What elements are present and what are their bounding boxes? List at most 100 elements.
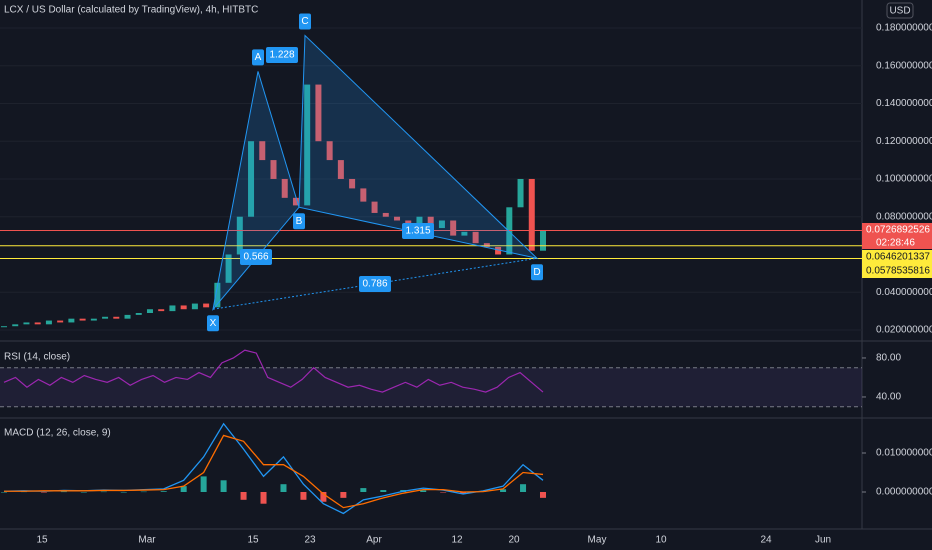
macd-histogram-bar — [40, 492, 47, 493]
candle — [214, 282, 221, 308]
macd-histogram-bar — [200, 476, 207, 493]
macd-histogram-bar — [180, 486, 187, 493]
macd-histogram-bar — [300, 492, 307, 500]
candle — [495, 246, 502, 255]
price-tag — [862, 264, 932, 278]
candle — [169, 305, 176, 312]
macd-title: MACD (12, 26, close, 9) — [4, 428, 111, 439]
candle — [517, 178, 524, 208]
macd-histogram-bar — [440, 492, 447, 493]
x-tick-label: May — [588, 535, 607, 546]
rsi-tick-label: 40.00 — [876, 392, 901, 403]
candle — [45, 320, 52, 325]
macd-histogram-bar — [80, 492, 87, 493]
pattern-point-label: A — [255, 52, 262, 63]
pattern-point-label: C — [301, 16, 308, 27]
pattern-point-label: X — [210, 318, 217, 329]
countdown-tag — [862, 236, 932, 249]
candle — [281, 178, 288, 198]
pattern-xd — [212, 257, 538, 310]
candle — [34, 322, 41, 325]
pattern-point — [299, 13, 311, 30]
candle — [146, 309, 153, 314]
candle — [180, 305, 187, 310]
macd-histogram-bar — [520, 484, 527, 493]
macd-histogram-bar — [540, 492, 546, 498]
macd-histogram-bar — [280, 484, 287, 493]
x-tick-label: Jun — [815, 535, 831, 546]
x-tick-label: 24 — [760, 535, 772, 546]
ratio-label: 1.315 — [405, 226, 430, 237]
macd-histogram-bar — [1, 492, 7, 493]
pattern-point — [207, 315, 219, 332]
candle — [416, 216, 423, 225]
rsi-title: RSI (14, close) — [4, 352, 70, 363]
x-tick-label: Mar — [138, 535, 156, 546]
price-tag-label: 0.0646201337 — [866, 252, 930, 263]
x-tick-label: 20 — [508, 535, 520, 546]
candle — [1, 326, 7, 328]
pattern-point-label: D — [533, 267, 540, 278]
candle — [90, 318, 97, 321]
macd-line — [4, 434, 544, 509]
rsi-line — [3, 349, 544, 393]
x-tick-label: 15 — [247, 535, 259, 546]
macd-histogram-bar — [120, 492, 127, 493]
countdown: 02:28:46 — [876, 238, 915, 249]
candle — [528, 178, 535, 251]
x-tick-label: Apr — [366, 535, 382, 546]
candle — [304, 84, 311, 206]
pattern-point-label: B — [296, 216, 303, 227]
candle — [349, 178, 356, 189]
currency: USD — [889, 6, 910, 17]
macd-histogram-bar — [360, 488, 367, 493]
pattern-point — [531, 264, 543, 281]
candle — [472, 231, 479, 244]
x-tick-label: 12 — [451, 535, 463, 546]
ratio-box — [359, 276, 391, 292]
macd-histogram-bar — [240, 492, 247, 500]
candle — [191, 303, 198, 310]
price-tag — [862, 223, 932, 237]
ratio-label: 1.228 — [269, 50, 294, 61]
macd-histogram-bar — [260, 492, 267, 504]
price-tag-label: 0.0726892526 — [866, 225, 930, 236]
macd-histogram-bar — [380, 490, 387, 493]
chart-title: LCX / US Dollar (calculated by TradingVi… — [4, 5, 258, 16]
candle — [68, 318, 75, 323]
macd-histogram-bar — [460, 492, 467, 494]
candle — [292, 197, 299, 206]
candle — [12, 324, 19, 327]
candle — [236, 216, 243, 255]
ratio-label: 0.786 — [362, 279, 387, 290]
candle — [135, 313, 142, 315]
macd-histogram-bar — [220, 480, 227, 493]
macd-tick-label: 0.0100000000 — [876, 448, 932, 459]
macd-histogram-bar — [60, 491, 67, 493]
candle — [124, 314, 131, 319]
candle — [113, 316, 120, 319]
macd-histogram-bar — [500, 489, 507, 493]
ratio-box — [266, 47, 298, 63]
candle — [259, 141, 266, 161]
y-tick-label: 0.1800000000 — [876, 23, 932, 34]
rsi-band — [0, 367, 862, 407]
price-tag — [862, 250, 932, 264]
x-tick-label: 23 — [304, 535, 316, 546]
macd-histogram-bar — [160, 491, 167, 493]
candle — [427, 216, 434, 229]
currency-box[interactable] — [886, 2, 914, 19]
rsi-tick-label: 80.00 — [876, 353, 901, 364]
candle — [450, 220, 457, 236]
candle — [382, 212, 389, 217]
candle — [248, 141, 255, 217]
candle — [225, 254, 232, 283]
candle — [102, 316, 109, 319]
